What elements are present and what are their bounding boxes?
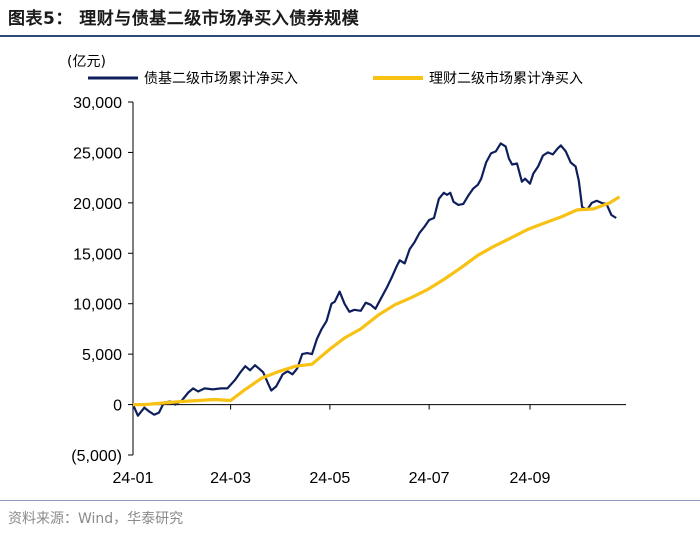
title-rule — [0, 35, 700, 37]
y-tick-label: 0 — [113, 398, 122, 415]
y-axis-unit: (亿元) — [67, 54, 106, 70]
x-tick-label: 24-09 — [510, 470, 551, 487]
figure-title: 图表5： 理财与债基二级市场净买入债券规模 — [8, 9, 360, 29]
source-note: 资料来源：Wind，华泰研究 — [8, 511, 184, 527]
series-line-bond-fund — [131, 142, 617, 417]
y-tick-label: 30,000 — [73, 95, 122, 112]
y-tick-label: 25,000 — [73, 145, 122, 162]
x-tick-label: 24-03 — [210, 470, 251, 487]
series-line-wealth-mgmt — [133, 195, 621, 407]
y-tick-label: 10,000 — [73, 297, 122, 314]
y-tick-label: 15,000 — [73, 246, 122, 263]
x-tick-label: 24-07 — [409, 470, 450, 487]
legend-label: 债基二级市场累计净买入 — [144, 70, 298, 87]
line-chart: (5,000) 0 5,000 10,000 15,000 20,000 25,000 30,… — [71, 70, 626, 487]
y-tick-label: (5,000) — [71, 448, 122, 465]
x-tick-label: 24-01 — [113, 470, 154, 487]
footer-rule — [0, 500, 700, 501]
y-tick-label: 20,000 — [73, 196, 122, 213]
x-tick-label: 24-05 — [309, 470, 350, 487]
y-tick-label: 5,000 — [82, 347, 122, 364]
legend-label: 理财二级市场累计净买入 — [429, 70, 583, 87]
